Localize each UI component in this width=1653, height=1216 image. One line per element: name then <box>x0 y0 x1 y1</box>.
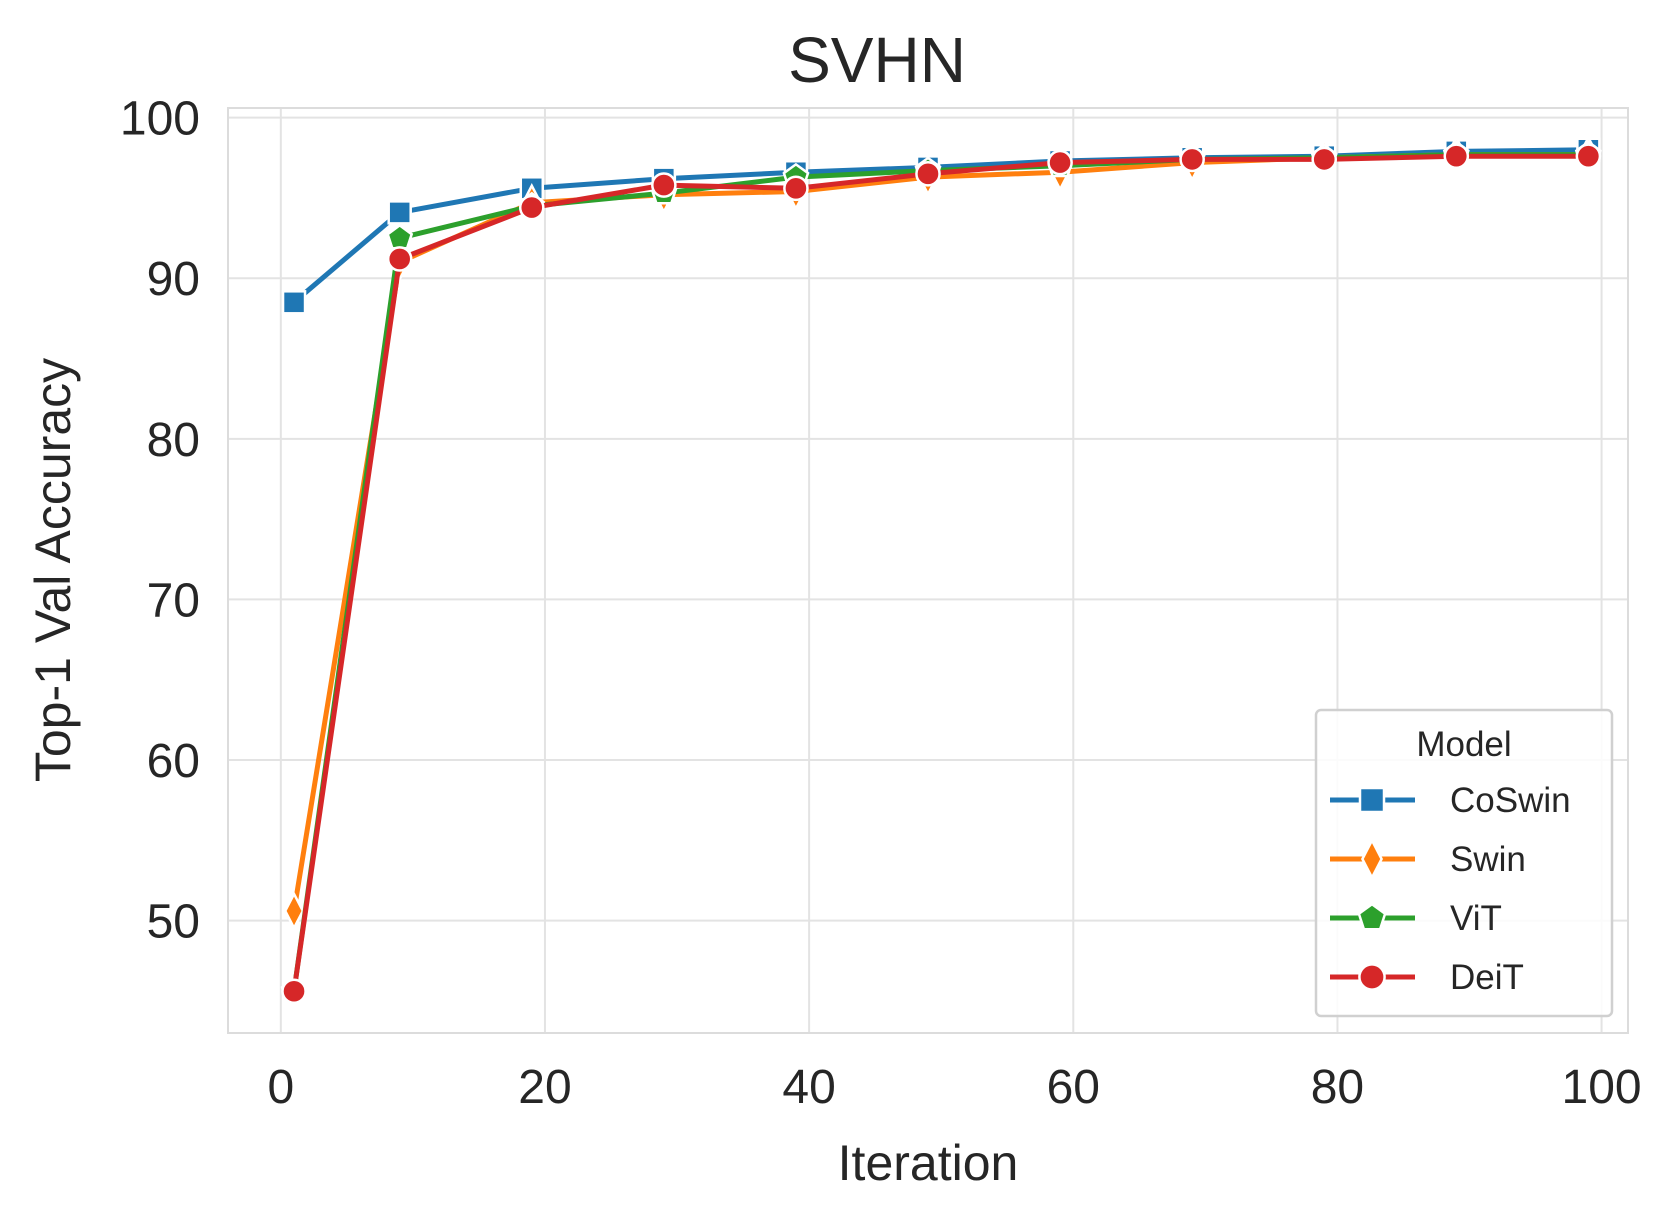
y-axis-label: Top-1 Val Accuracy <box>25 358 81 782</box>
chart-title: SVHN <box>788 24 966 96</box>
data-point-deit <box>651 172 677 198</box>
series-deit <box>281 143 1602 1005</box>
data-point-deit <box>281 978 307 1005</box>
legend-item-coswin: CoSwin <box>1330 781 1571 820</box>
legend-marker-vit <box>1357 902 1387 931</box>
legend-marker-deit <box>1358 963 1386 991</box>
legend: Model CoSwin Swin ViT DeiT <box>1314 708 1614 1018</box>
y-tick-label: 60 <box>147 735 200 788</box>
x-tick-label: 100 <box>1562 1061 1642 1114</box>
data-point-deit <box>1443 143 1470 169</box>
x-axis-label: Iteration <box>838 1135 1019 1191</box>
data-point-swin <box>283 891 305 931</box>
x-tick-label: 20 <box>518 1061 571 1114</box>
legend-label-swin: Swin <box>1450 840 1526 879</box>
legend-box <box>1314 708 1614 1018</box>
data-point-deit <box>1047 149 1073 176</box>
legend-item-deit: DeiT <box>1330 958 1524 997</box>
grid <box>228 108 1628 1033</box>
x-axis-ticks: 0 20 40 60 80 100 <box>267 1061 1641 1114</box>
data-point-deit <box>1575 143 1602 169</box>
data-point-coswin <box>281 290 307 315</box>
y-axis-ticks: 50 60 70 80 90 100 <box>120 93 200 949</box>
x-tick-label: 60 <box>1047 1061 1100 1114</box>
data-point-deit <box>518 194 545 221</box>
x-tick-label: 40 <box>782 1061 835 1114</box>
y-tick-label: 80 <box>147 414 200 467</box>
data-point-deit <box>386 246 413 272</box>
legend-label-coswin: CoSwin <box>1450 781 1571 820</box>
x-tick-label: 0 <box>267 1061 294 1114</box>
legend-item-swin: Swin <box>1330 837 1526 881</box>
data-point-deit <box>1311 146 1338 173</box>
y-tick-label: 50 <box>147 896 200 949</box>
data-point-vit <box>386 223 414 250</box>
legend-label-vit: ViT <box>1450 899 1502 938</box>
data-point-deit <box>783 175 809 202</box>
legend-label-deit: DeiT <box>1450 958 1524 997</box>
plot-frame <box>227 107 1629 1034</box>
data-point-coswin <box>387 200 412 225</box>
legend-marker-swin <box>1360 837 1384 881</box>
legend-title: Model <box>1416 725 1511 764</box>
legend-marker-coswin <box>1358 786 1386 814</box>
y-tick-label: 100 <box>120 93 200 146</box>
legend-items: CoSwin Swin ViT DeiT <box>1330 781 1571 997</box>
series-layer <box>280 134 1602 1005</box>
y-tick-label: 70 <box>147 574 200 627</box>
legend-item-vit: ViT <box>1330 899 1502 938</box>
x-tick-label: 80 <box>1311 1061 1364 1114</box>
data-point-deit <box>915 161 941 187</box>
data-point-deit <box>1179 146 1205 173</box>
y-tick-label: 90 <box>147 253 200 306</box>
